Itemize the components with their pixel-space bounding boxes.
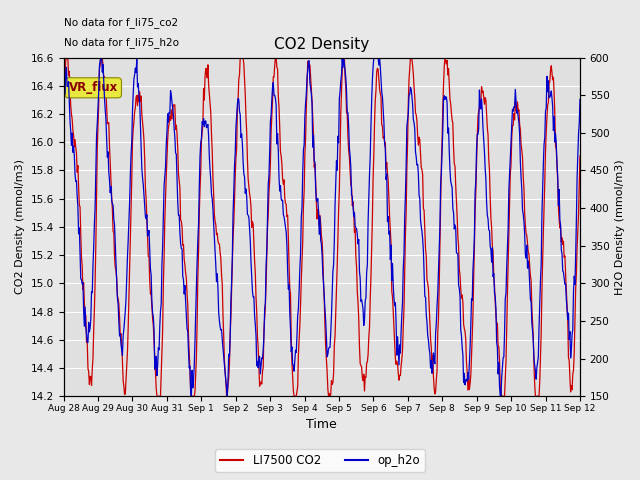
Text: VR_flux: VR_flux [68, 81, 118, 94]
Y-axis label: CO2 Density (mmol/m3): CO2 Density (mmol/m3) [15, 159, 25, 294]
X-axis label: Time: Time [307, 419, 337, 432]
Text: No data for f_li75_h2o: No data for f_li75_h2o [63, 37, 179, 48]
Y-axis label: H2O Density (mmol/m3): H2O Density (mmol/m3) [615, 159, 625, 295]
Text: No data for f_li75_co2: No data for f_li75_co2 [63, 17, 178, 28]
Legend: LI7500 CO2, op_h2o: LI7500 CO2, op_h2o [215, 449, 425, 472]
Title: CO2 Density: CO2 Density [274, 37, 369, 52]
